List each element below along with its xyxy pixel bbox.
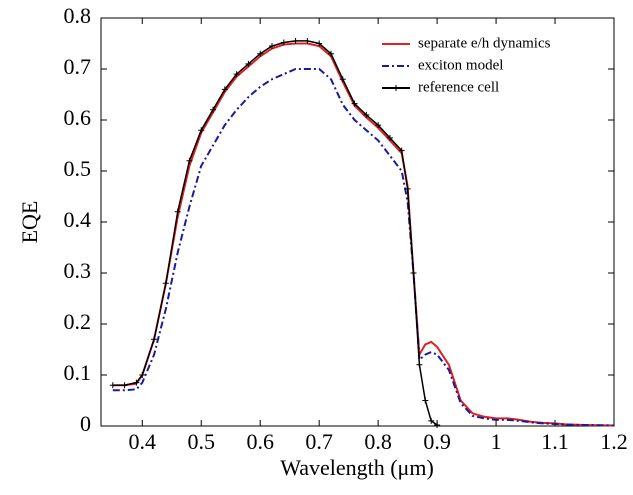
point-marker (410, 270, 417, 276)
y-axis-label: EQE (17, 201, 42, 244)
point-marker (434, 421, 441, 428)
y-tick-label: 0 (80, 411, 91, 436)
point-marker (280, 39, 287, 46)
point-marker (404, 185, 411, 192)
y-tick-label: 0.2 (64, 309, 92, 334)
point-marker (151, 336, 158, 343)
point-marker (416, 361, 423, 368)
point-marker (139, 372, 146, 378)
point-marker (304, 37, 311, 44)
y-tick-label: 0.1 (64, 360, 92, 385)
x-tick-label: 0.5 (187, 429, 215, 454)
point-marker (245, 60, 252, 67)
y-tick-label: 0.3 (64, 258, 92, 283)
point-marker (269, 43, 275, 50)
y-tick-label: 0.4 (64, 207, 92, 232)
legend-label: reference cell (418, 79, 499, 95)
point-marker (133, 379, 140, 386)
x-tick-label: 0.7 (305, 429, 333, 454)
x-tick-label: 0.6 (246, 429, 274, 454)
legend-label: separate e/h dynamics (418, 35, 551, 51)
point-marker (109, 382, 116, 389)
point-marker (351, 100, 358, 107)
point-marker (422, 397, 429, 404)
point-marker (363, 111, 370, 118)
y-tick-label: 0.6 (64, 105, 92, 130)
x-tick-label: 0.9 (423, 429, 451, 454)
point-marker (257, 50, 264, 57)
series-line (112, 42, 615, 427)
x-tick-label: 0.8 (364, 429, 392, 454)
point-marker (162, 280, 169, 287)
legend-label: exciton model (418, 57, 503, 73)
point-marker (121, 382, 128, 389)
point-marker (398, 147, 405, 154)
plot-frame (100, 17, 615, 427)
point-marker (233, 71, 240, 78)
point-marker (327, 50, 334, 57)
point-marker (316, 40, 323, 47)
y-tick-label: 0.8 (64, 3, 92, 28)
legend-marker (393, 85, 399, 91)
x-tick-label: 0.4 (129, 429, 157, 454)
point-marker (174, 208, 181, 215)
point-marker (292, 37, 299, 44)
point-marker (221, 86, 228, 93)
x-tick-label: 1 (491, 429, 502, 454)
series-line (112, 40, 438, 426)
series-line (112, 68, 615, 427)
point-marker (186, 157, 193, 164)
point-marker (210, 106, 217, 113)
y-tick-label: 0.7 (64, 54, 92, 79)
point-marker (339, 76, 346, 83)
y-tick-label: 0.5 (64, 156, 92, 181)
point-marker (386, 134, 393, 141)
x-axis-label: Wavelength (μm) (280, 455, 434, 480)
point-marker (428, 417, 435, 424)
point-marker (375, 122, 382, 129)
point-marker (198, 127, 205, 134)
x-tick-label: 1.2 (600, 429, 628, 454)
x-tick-label: 1.1 (541, 429, 569, 454)
